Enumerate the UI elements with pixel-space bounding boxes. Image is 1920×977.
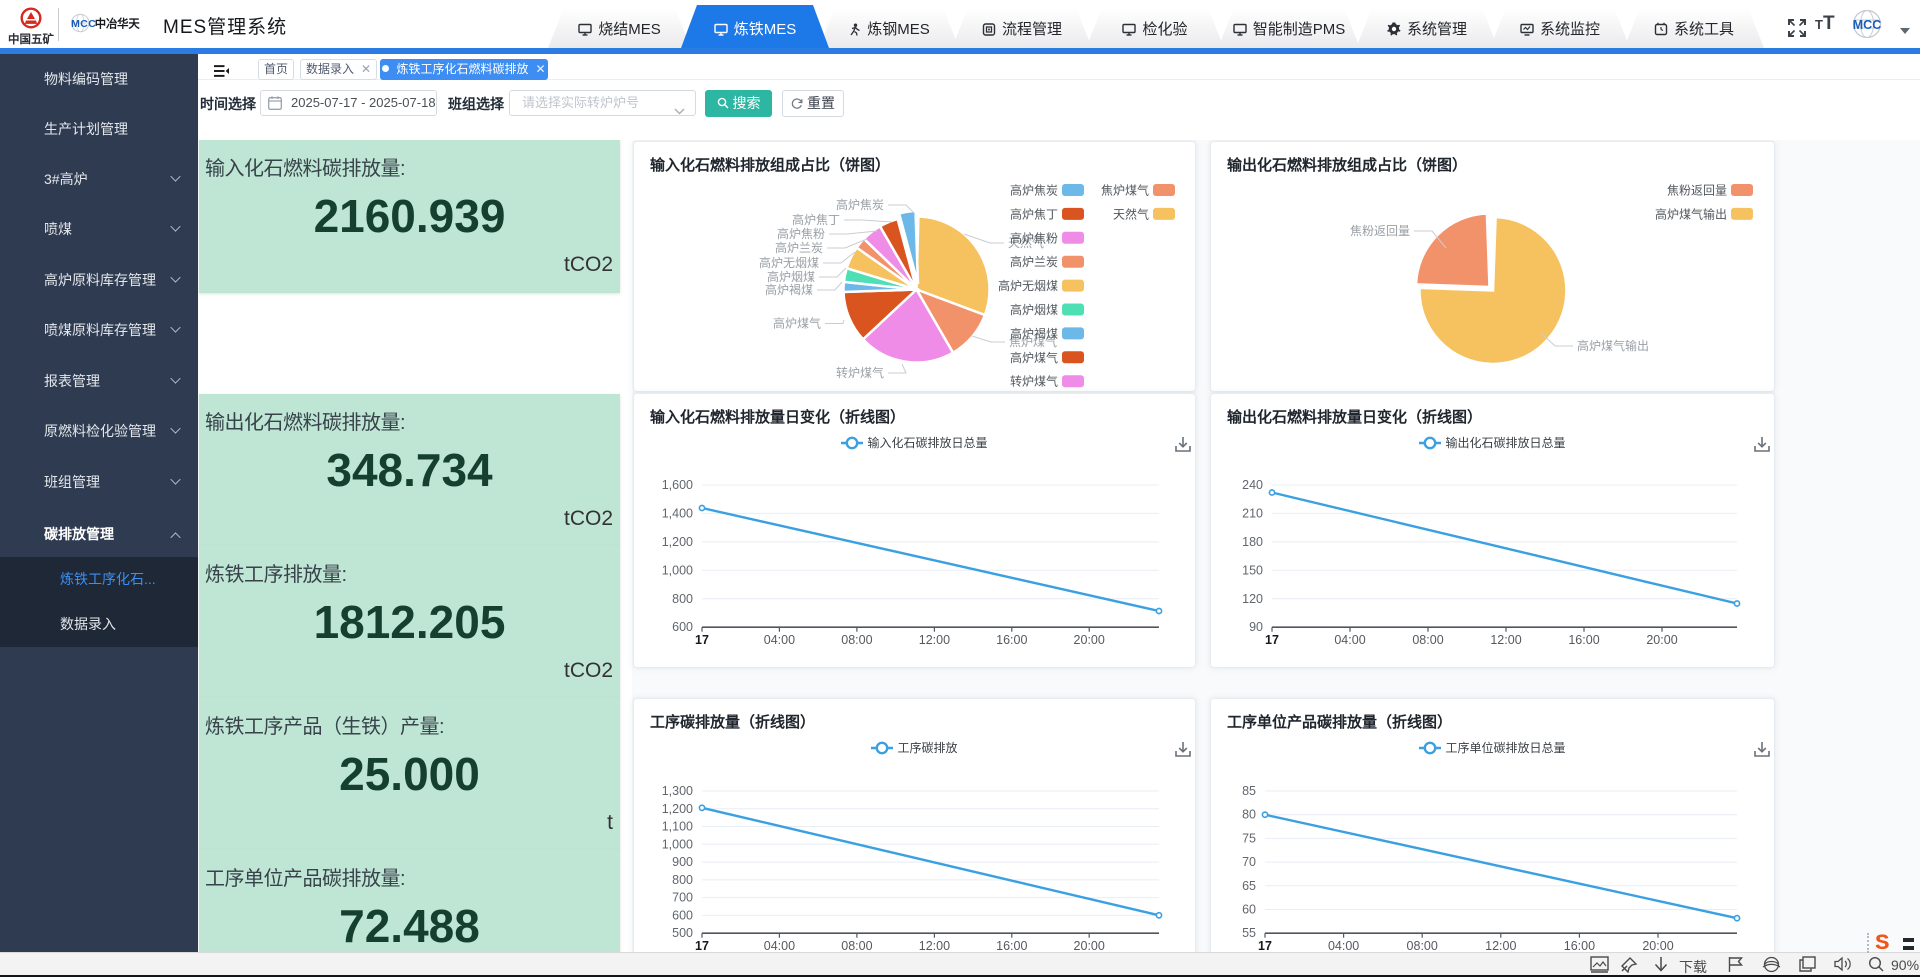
svg-text:1,100: 1,100 xyxy=(662,820,693,834)
svg-text:17: 17 xyxy=(695,939,709,953)
svg-text:1,400: 1,400 xyxy=(662,506,693,520)
svg-text:04:00: 04:00 xyxy=(1328,939,1359,953)
svg-text:60: 60 xyxy=(1242,903,1256,917)
svg-text:17: 17 xyxy=(695,633,709,647)
svg-text:85: 85 xyxy=(1242,784,1256,798)
svg-text:12:00: 12:00 xyxy=(919,633,950,647)
svg-text:高炉煤气: 高炉煤气 xyxy=(773,316,821,331)
svg-text:焦炉煤气: 焦炉煤气 xyxy=(1009,334,1057,349)
svg-text:1,000: 1,000 xyxy=(662,563,693,577)
svg-text:55: 55 xyxy=(1242,926,1256,940)
svg-text:900: 900 xyxy=(672,855,693,869)
svg-text:12:00: 12:00 xyxy=(1490,633,1521,647)
svg-text:04:00: 04:00 xyxy=(1334,633,1365,647)
svg-text:04:00: 04:00 xyxy=(764,633,795,647)
svg-text:17: 17 xyxy=(1258,939,1272,953)
svg-text:17: 17 xyxy=(1265,633,1279,647)
svg-text:焦炉煤气: 焦炉煤气 xyxy=(1101,183,1149,198)
svg-text:80: 80 xyxy=(1242,808,1256,822)
svg-text:高炉烟煤: 高炉烟煤 xyxy=(1010,302,1058,317)
svg-text:800: 800 xyxy=(672,592,693,606)
svg-text:65: 65 xyxy=(1242,879,1256,893)
svg-text:高炉褐煤: 高炉褐煤 xyxy=(1010,326,1058,341)
svg-text:MCC: MCC xyxy=(71,18,96,30)
svg-text:04:00: 04:00 xyxy=(764,939,795,953)
svg-text:120: 120 xyxy=(1242,592,1263,606)
svg-text:150: 150 xyxy=(1242,563,1263,577)
svg-text:1,000: 1,000 xyxy=(662,837,693,851)
svg-text:08:00: 08:00 xyxy=(841,939,872,953)
svg-text:16:00: 16:00 xyxy=(996,633,1027,647)
svg-text:16:00: 16:00 xyxy=(1568,633,1599,647)
svg-text:20:00: 20:00 xyxy=(1074,633,1105,647)
svg-text:800: 800 xyxy=(672,873,693,887)
svg-text:天然气: 天然气 xyxy=(1113,206,1149,221)
svg-text:焦粉返回量: 焦粉返回量 xyxy=(1350,224,1410,238)
svg-text:中国五矿: 中国五矿 xyxy=(8,32,54,46)
svg-text:高炉焦粉: 高炉焦粉 xyxy=(1010,230,1058,245)
svg-text:高炉煤气输出: 高炉煤气输出 xyxy=(1655,206,1727,221)
svg-text:高炉焦炭: 高炉焦炭 xyxy=(1010,183,1058,198)
svg-text:210: 210 xyxy=(1242,506,1263,520)
svg-text:1,200: 1,200 xyxy=(662,535,693,549)
svg-text:12:00: 12:00 xyxy=(919,939,950,953)
svg-text:20:00: 20:00 xyxy=(1642,939,1673,953)
svg-text:转炉煤气: 转炉煤气 xyxy=(1010,374,1058,389)
svg-text:180: 180 xyxy=(1242,535,1263,549)
svg-text:焦粉返回量: 焦粉返回量 xyxy=(1667,184,1727,198)
svg-text:高炉兰炭: 高炉兰炭 xyxy=(775,240,823,255)
svg-text:500: 500 xyxy=(672,926,693,940)
svg-text:08:00: 08:00 xyxy=(1407,939,1438,953)
svg-text:高炉煤气: 高炉煤气 xyxy=(1010,350,1058,365)
svg-text:600: 600 xyxy=(672,908,693,922)
svg-text:700: 700 xyxy=(672,891,693,905)
svg-text:70: 70 xyxy=(1242,855,1256,869)
svg-text:高炉焦粉: 高炉焦粉 xyxy=(777,226,825,241)
svg-text:中冶华天: 中冶华天 xyxy=(95,16,141,30)
svg-text:高炉褐煤: 高炉褐煤 xyxy=(765,282,813,297)
svg-text:08:00: 08:00 xyxy=(841,633,872,647)
svg-text:75: 75 xyxy=(1242,831,1256,845)
svg-text:240: 240 xyxy=(1242,478,1263,492)
svg-text:高炉焦丁: 高炉焦丁 xyxy=(1010,206,1058,221)
svg-text:天然气: 天然气 xyxy=(1008,235,1044,250)
svg-text:600: 600 xyxy=(672,620,693,634)
svg-text:MCC: MCC xyxy=(1853,18,1881,32)
svg-text:20:00: 20:00 xyxy=(1074,939,1105,953)
svg-text:16:00: 16:00 xyxy=(996,939,1027,953)
svg-text:12:00: 12:00 xyxy=(1485,939,1516,953)
svg-text:转炉煤气: 转炉煤气 xyxy=(836,365,884,380)
svg-text:高炉焦丁: 高炉焦丁 xyxy=(792,212,840,227)
svg-text:高炉兰炭: 高炉兰炭 xyxy=(1010,254,1058,269)
svg-text:高炉无烟煤: 高炉无烟煤 xyxy=(759,255,819,270)
svg-text:1,600: 1,600 xyxy=(662,478,693,492)
svg-text:90: 90 xyxy=(1249,620,1263,634)
svg-text:16:00: 16:00 xyxy=(1564,939,1595,953)
svg-text:08:00: 08:00 xyxy=(1412,633,1443,647)
svg-text:1,200: 1,200 xyxy=(662,802,693,816)
svg-text:1,300: 1,300 xyxy=(662,784,693,798)
svg-text:高炉煤气输出: 高炉煤气输出 xyxy=(1577,338,1649,353)
svg-text:20:00: 20:00 xyxy=(1646,633,1677,647)
svg-text:高炉烟煤: 高炉烟煤 xyxy=(767,269,815,284)
svg-text:高炉无烟煤: 高炉无烟煤 xyxy=(998,278,1058,293)
svg-text:高炉焦炭: 高炉焦炭 xyxy=(836,197,884,212)
